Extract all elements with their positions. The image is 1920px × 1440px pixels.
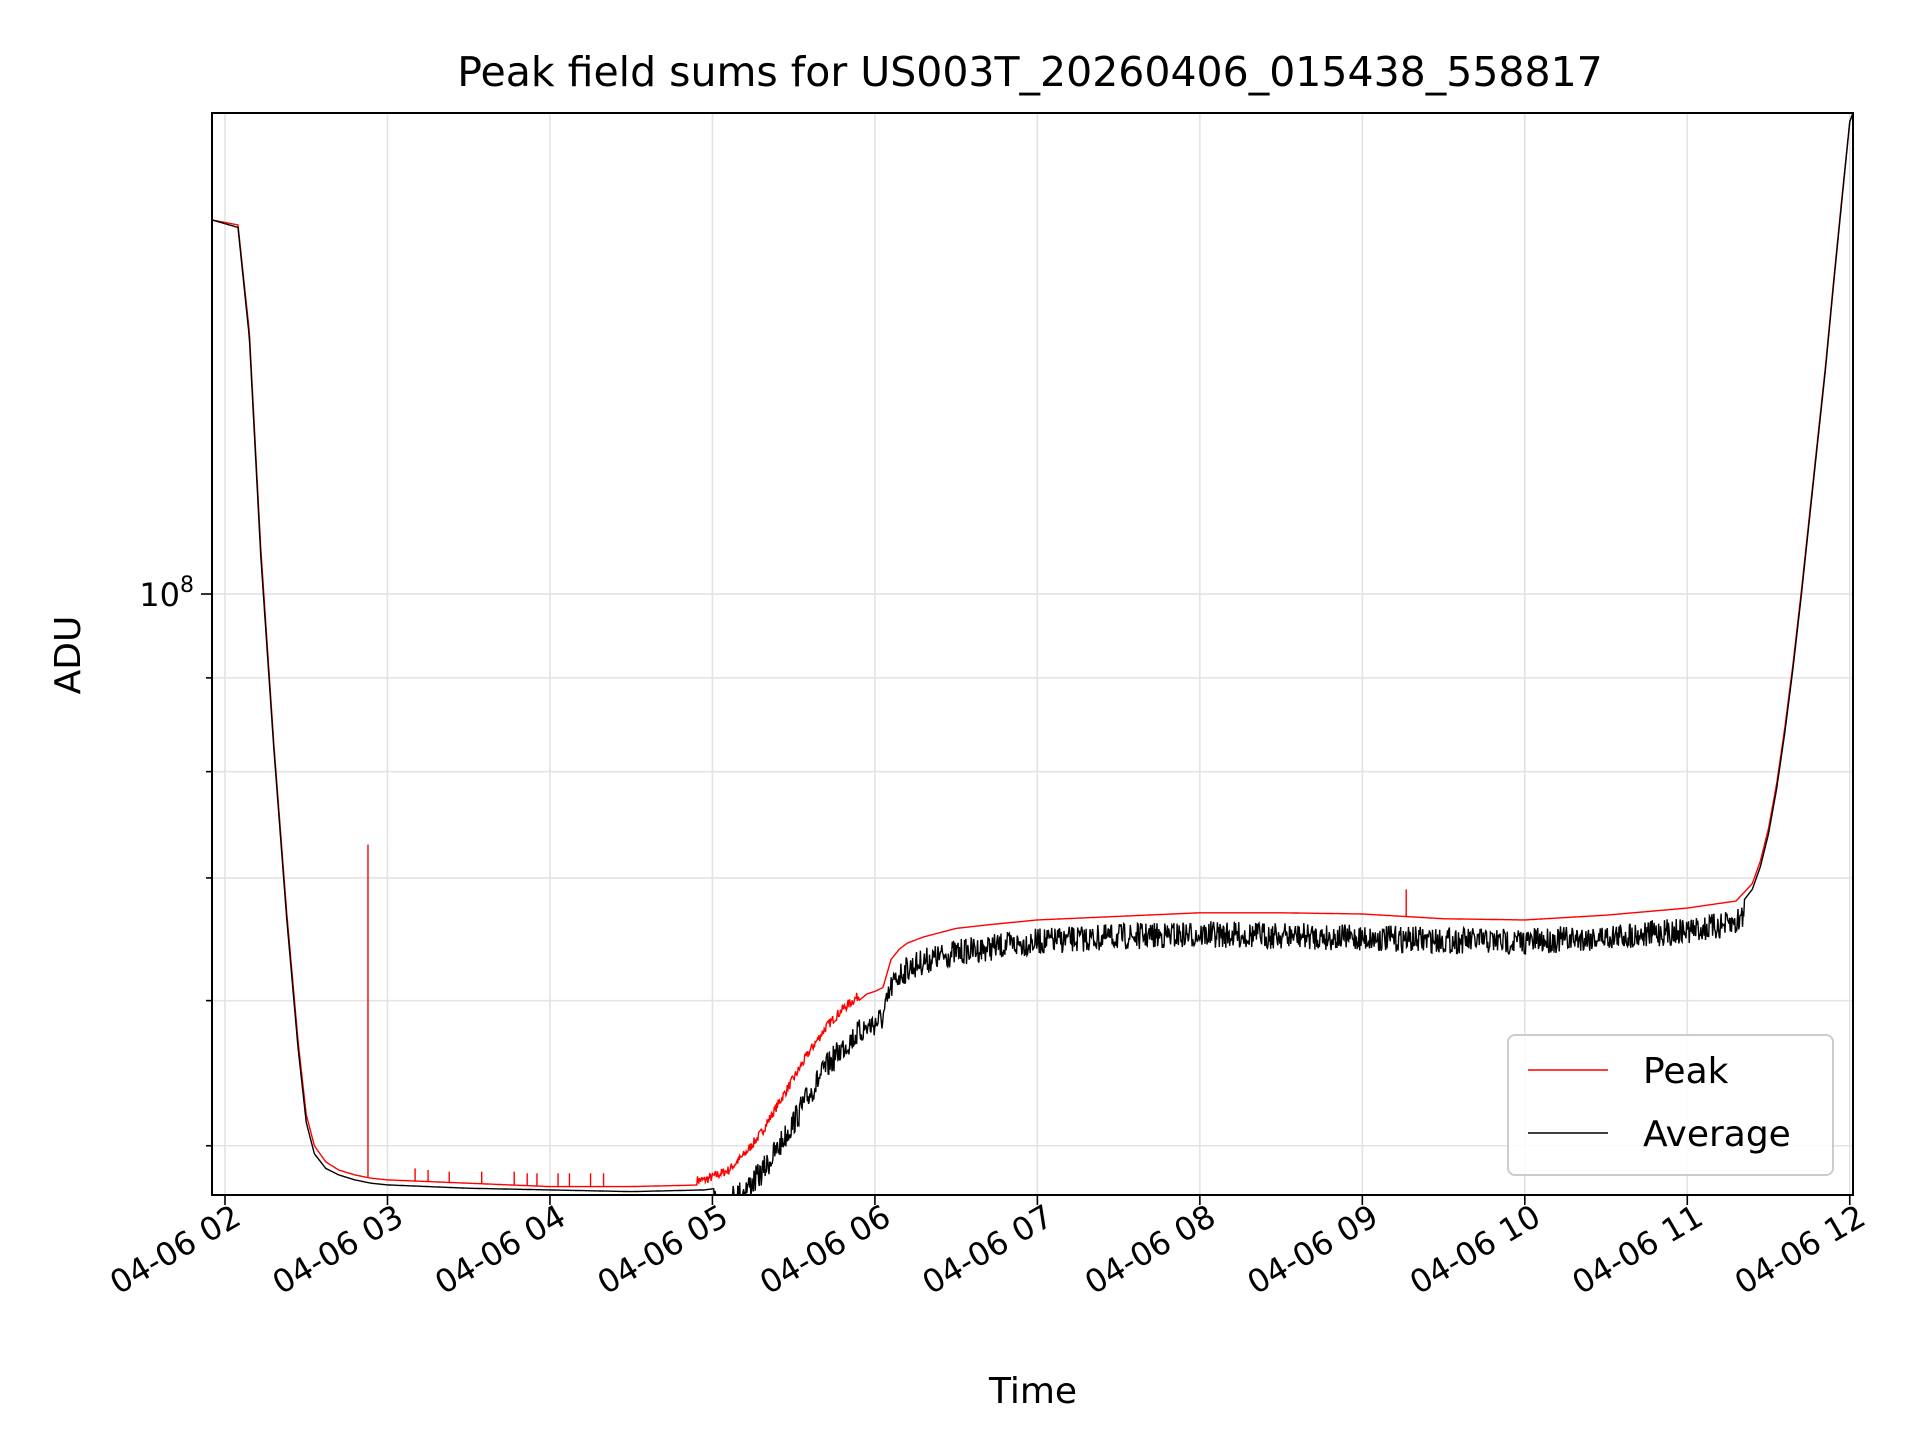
legend-label-average: Average [1643, 1114, 1791, 1155]
y-tick-label: 108 [139, 573, 194, 614]
series-layer [212, 113, 1853, 1195]
y-axis: 108 [139, 573, 212, 1147]
series-line-average [212, 113, 1853, 1195]
grid [212, 113, 1853, 1195]
y-axis-label: ADU [48, 616, 89, 695]
x-axis-label: Time [988, 1371, 1077, 1412]
chart-title: Peak field sums for US003T_20260406_0154… [457, 48, 1603, 96]
legend-label-peak: Peak [1643, 1051, 1729, 1092]
series-line-peak [212, 113, 1853, 1188]
plot-frame [211, 112, 1854, 1196]
legend: Peak Average [1507, 1034, 1834, 1176]
